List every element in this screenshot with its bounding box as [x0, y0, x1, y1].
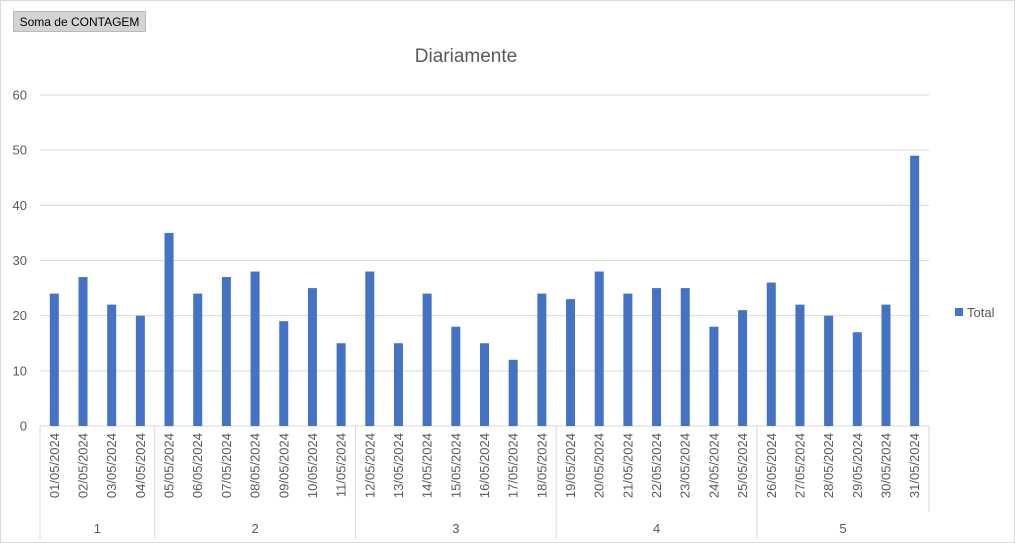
bar [680, 288, 690, 426]
bar [537, 293, 547, 426]
x-tick-label: 15/05/2024 [448, 433, 463, 498]
x-tick-label: 27/05/2024 [792, 433, 807, 498]
bar [881, 304, 891, 426]
y-tick-label: 10 [13, 363, 27, 378]
x-tick-label: 03/05/2024 [104, 433, 119, 498]
bar [508, 359, 518, 426]
bar [709, 326, 719, 426]
bar [78, 277, 88, 426]
bar [795, 304, 805, 426]
x-tick-label: 02/05/2024 [76, 433, 91, 498]
y-tick-label: 0 [20, 419, 27, 434]
x-tick-label: 29/05/2024 [850, 433, 865, 498]
bar [107, 304, 117, 426]
bar [164, 232, 174, 426]
x-tick-label: 16/05/2024 [477, 433, 492, 498]
group-label: 2 [251, 521, 258, 536]
x-tick-label: 22/05/2024 [649, 433, 664, 498]
x-tick-label: 08/05/2024 [248, 433, 263, 498]
x-tick-label: 01/05/2024 [47, 433, 62, 498]
bar [422, 293, 432, 426]
bar [623, 293, 633, 426]
x-tick-label: 21/05/2024 [620, 433, 635, 498]
bar [824, 315, 834, 426]
x-tick-label: 12/05/2024 [362, 433, 377, 498]
group-label: 5 [839, 521, 846, 536]
bar [250, 271, 260, 426]
x-tick-label: 10/05/2024 [305, 433, 320, 498]
group-label: 3 [452, 521, 459, 536]
bar [594, 271, 604, 426]
pivot-field-button[interactable]: Soma de CONTAGEM [13, 11, 146, 32]
bar [910, 155, 920, 426]
x-tick-label: 09/05/2024 [276, 433, 291, 498]
x-tick-label: 24/05/2024 [706, 433, 721, 498]
x-tick-label: 06/05/2024 [190, 433, 205, 498]
bar [279, 321, 289, 426]
bar [365, 271, 375, 426]
x-tick-label: 07/05/2024 [219, 433, 234, 498]
bar [480, 343, 489, 426]
x-tick-label: 13/05/2024 [391, 433, 406, 498]
x-tick-label: 11/05/2024 [334, 433, 349, 497]
x-tick-label: 14/05/2024 [420, 433, 435, 498]
bar [135, 315, 145, 426]
bar [193, 293, 203, 426]
group-label: 1 [94, 521, 101, 536]
group-label: 4 [653, 521, 660, 536]
bar [307, 288, 317, 426]
bar [766, 282, 776, 426]
chart-title: Diariamente [415, 46, 517, 67]
x-tick-label: 30/05/2024 [878, 433, 893, 498]
legend-swatch [955, 308, 963, 316]
bar [221, 277, 231, 426]
x-tick-label: 28/05/2024 [821, 433, 836, 498]
bar [393, 343, 403, 426]
y-tick-label: 40 [13, 198, 27, 213]
y-tick-label: 60 [13, 88, 27, 103]
x-tick-label: 19/05/2024 [563, 433, 578, 498]
bar [852, 332, 862, 426]
bar [738, 310, 748, 426]
y-tick-label: 30 [13, 253, 27, 268]
x-tick-label: 18/05/2024 [534, 433, 549, 498]
x-tick-label: 17/05/2024 [506, 433, 521, 498]
y-tick-label: 20 [13, 308, 27, 323]
bar [336, 343, 346, 426]
x-tick-label: 20/05/2024 [592, 433, 607, 498]
y-tick-label: 50 [13, 143, 27, 158]
bar [566, 299, 576, 426]
bar [49, 293, 59, 426]
bar [652, 288, 662, 426]
x-tick-label: 04/05/2024 [133, 433, 148, 498]
x-tick-label: 26/05/2024 [764, 433, 779, 498]
x-tick-label: 23/05/2024 [678, 433, 693, 498]
legend-label: Total [967, 305, 995, 320]
x-tick-label: 31/05/2024 [907, 433, 922, 498]
x-tick-label: 05/05/2024 [162, 433, 177, 498]
x-tick-label: 25/05/2024 [735, 433, 750, 498]
bar [451, 326, 461, 426]
